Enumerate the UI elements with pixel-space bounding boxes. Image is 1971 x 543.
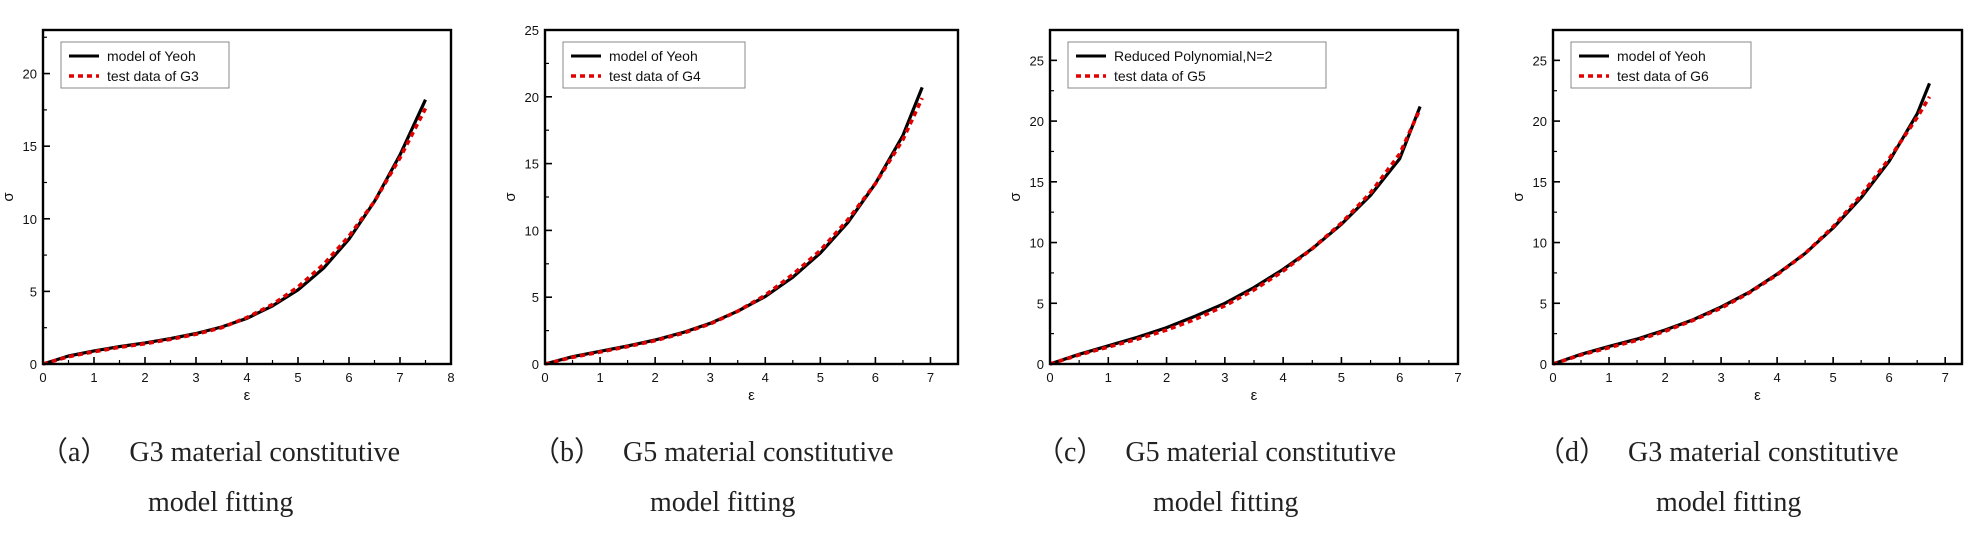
y-tick-label: 0 (532, 357, 539, 372)
x-tick-label: 5 (294, 370, 301, 385)
y-axis-label: σ (0, 192, 17, 202)
y-tick-label: 15 (1030, 175, 1044, 190)
x-tick-label: 0 (39, 370, 46, 385)
y-tick-label: 10 (23, 212, 37, 227)
legend-label-2: test data of G4 (609, 68, 701, 84)
x-tick-label: 7 (927, 370, 934, 385)
legend-label-2: test data of G6 (1617, 68, 1709, 84)
x-tick-label: 1 (1605, 370, 1612, 385)
x-tick-label: 1 (90, 370, 97, 385)
y-tick-label: 0 (30, 357, 37, 372)
legend-label-2: test data of G5 (1114, 68, 1206, 84)
y-tick-label: 25 (1533, 53, 1547, 68)
x-tick-label: 0 (1046, 370, 1053, 385)
x-axis-label: ε (1251, 387, 1258, 404)
legend: model of Yeoh test data of G4 (563, 42, 745, 88)
x-tick-label: 3 (1717, 370, 1724, 385)
legend: model of Yeoh test data of G6 (1571, 42, 1751, 88)
x-tick-label: 4 (762, 370, 769, 385)
series-line-1 (1553, 83, 1930, 364)
y-tick-label: 25 (1030, 53, 1044, 68)
y-tick-label: 5 (1037, 296, 1044, 311)
x-tick-label: 0 (541, 370, 548, 385)
x-tick-label: 5 (1830, 370, 1837, 385)
legend-label-1: model of Yeoh (1617, 48, 1706, 64)
y-tick-label: 5 (532, 290, 539, 305)
y-tick-label: 5 (1540, 296, 1547, 311)
y-axis-label: σ (1007, 192, 1024, 202)
x-tick-label: 1 (596, 370, 603, 385)
caption-b-line1: （b） G5 material constitutive (532, 430, 894, 470)
y-tick-label: 10 (1030, 236, 1044, 251)
caption-c-line1: （c） G5 material constitutive (1036, 430, 1396, 470)
series-line-2 (1050, 109, 1420, 364)
series-line-1 (43, 100, 426, 364)
chart-d: 0 1 2 3 4 5 6 7 0 5 10 15 20 25 ε σ model of Yeoh test da… (1510, 30, 1962, 404)
y-tick-label: 20 (23, 67, 37, 82)
chart-a: 0 1 2 3 4 5 6 7 8 0 5 10 15 20 ε σ model of Yeoh test dat… (0, 30, 455, 404)
series-line-1 (545, 87, 922, 364)
caption-d-line2: model fitting (1656, 487, 1801, 519)
y-tick-label: 15 (525, 157, 539, 172)
x-tick-label: 6 (1396, 370, 1403, 385)
x-tick-label: 7 (396, 370, 403, 385)
y-tick-label: 20 (1030, 114, 1044, 129)
series-line-2 (545, 98, 922, 364)
y-tick-label: 15 (1533, 175, 1547, 190)
x-tick-label: 3 (1221, 370, 1228, 385)
chart-b: 0 1 2 3 4 5 6 7 0 5 10 15 20 25 ε σ model of Yeoh test da… (502, 23, 958, 404)
legend-label-1: model of Yeoh (609, 48, 698, 64)
x-tick-label: 3 (192, 370, 199, 385)
x-tick-label: 4 (1773, 370, 1780, 385)
y-tick-label: 25 (525, 23, 539, 38)
caption-b-line2: model fitting (650, 487, 795, 519)
x-tick-label: 6 (872, 370, 879, 385)
y-tick-label: 15 (23, 139, 37, 154)
y-tick-label: 0 (1540, 357, 1547, 372)
x-tick-label: 7 (1942, 370, 1949, 385)
x-tick-label: 2 (1661, 370, 1668, 385)
y-tick-label: 5 (30, 284, 37, 299)
legend-label-2: test data of G3 (107, 68, 199, 84)
y-tick-label: 20 (1533, 114, 1547, 129)
series-line-2 (43, 108, 426, 364)
x-tick-label: 2 (1163, 370, 1170, 385)
x-tick-label: 3 (707, 370, 714, 385)
caption-a-line1: （a） G3 material constitutive (40, 430, 400, 470)
chart-c: 0 1 2 3 4 5 6 7 0 5 10 15 20 25 ε σ Reduced Polynomial,N… (1007, 30, 1462, 404)
x-tick-label: 7 (1454, 370, 1461, 385)
x-tick-label: 0 (1549, 370, 1556, 385)
x-tick-label: 2 (652, 370, 659, 385)
x-tick-label: 2 (141, 370, 148, 385)
x-tick-label: 6 (1886, 370, 1893, 385)
x-tick-label: 1 (1105, 370, 1112, 385)
legend-label-1: Reduced Polynomial,N=2 (1114, 48, 1273, 64)
y-tick-label: 10 (1533, 236, 1547, 251)
x-tick-label: 6 (345, 370, 352, 385)
x-tick-label: 4 (1280, 370, 1287, 385)
caption-a-line2: model fitting (148, 487, 293, 519)
x-tick-label: 8 (447, 370, 454, 385)
legend: Reduced Polynomial,N=2 test data of G5 (1068, 42, 1326, 88)
series-line-1 (1050, 107, 1420, 365)
series-line-2 (1553, 97, 1930, 364)
x-tick-label: 5 (1338, 370, 1345, 385)
x-tick-label: 5 (817, 370, 824, 385)
y-tick-label: 20 (525, 90, 539, 105)
y-tick-label: 0 (1037, 357, 1044, 372)
x-axis-label: ε (748, 387, 755, 404)
y-axis-label: σ (502, 192, 519, 202)
x-axis-label: ε (244, 387, 251, 404)
caption-c-line2: model fitting (1153, 487, 1298, 519)
x-tick-label: 4 (243, 370, 250, 385)
legend-label-1: model of Yeoh (107, 48, 196, 64)
x-axis-label: ε (1754, 387, 1761, 404)
caption-d-line1: （d） G3 material constitutive (1537, 430, 1899, 470)
legend: model of Yeoh test data of G3 (61, 42, 229, 88)
y-tick-label: 10 (525, 223, 539, 238)
y-axis-label: σ (1510, 192, 1527, 202)
